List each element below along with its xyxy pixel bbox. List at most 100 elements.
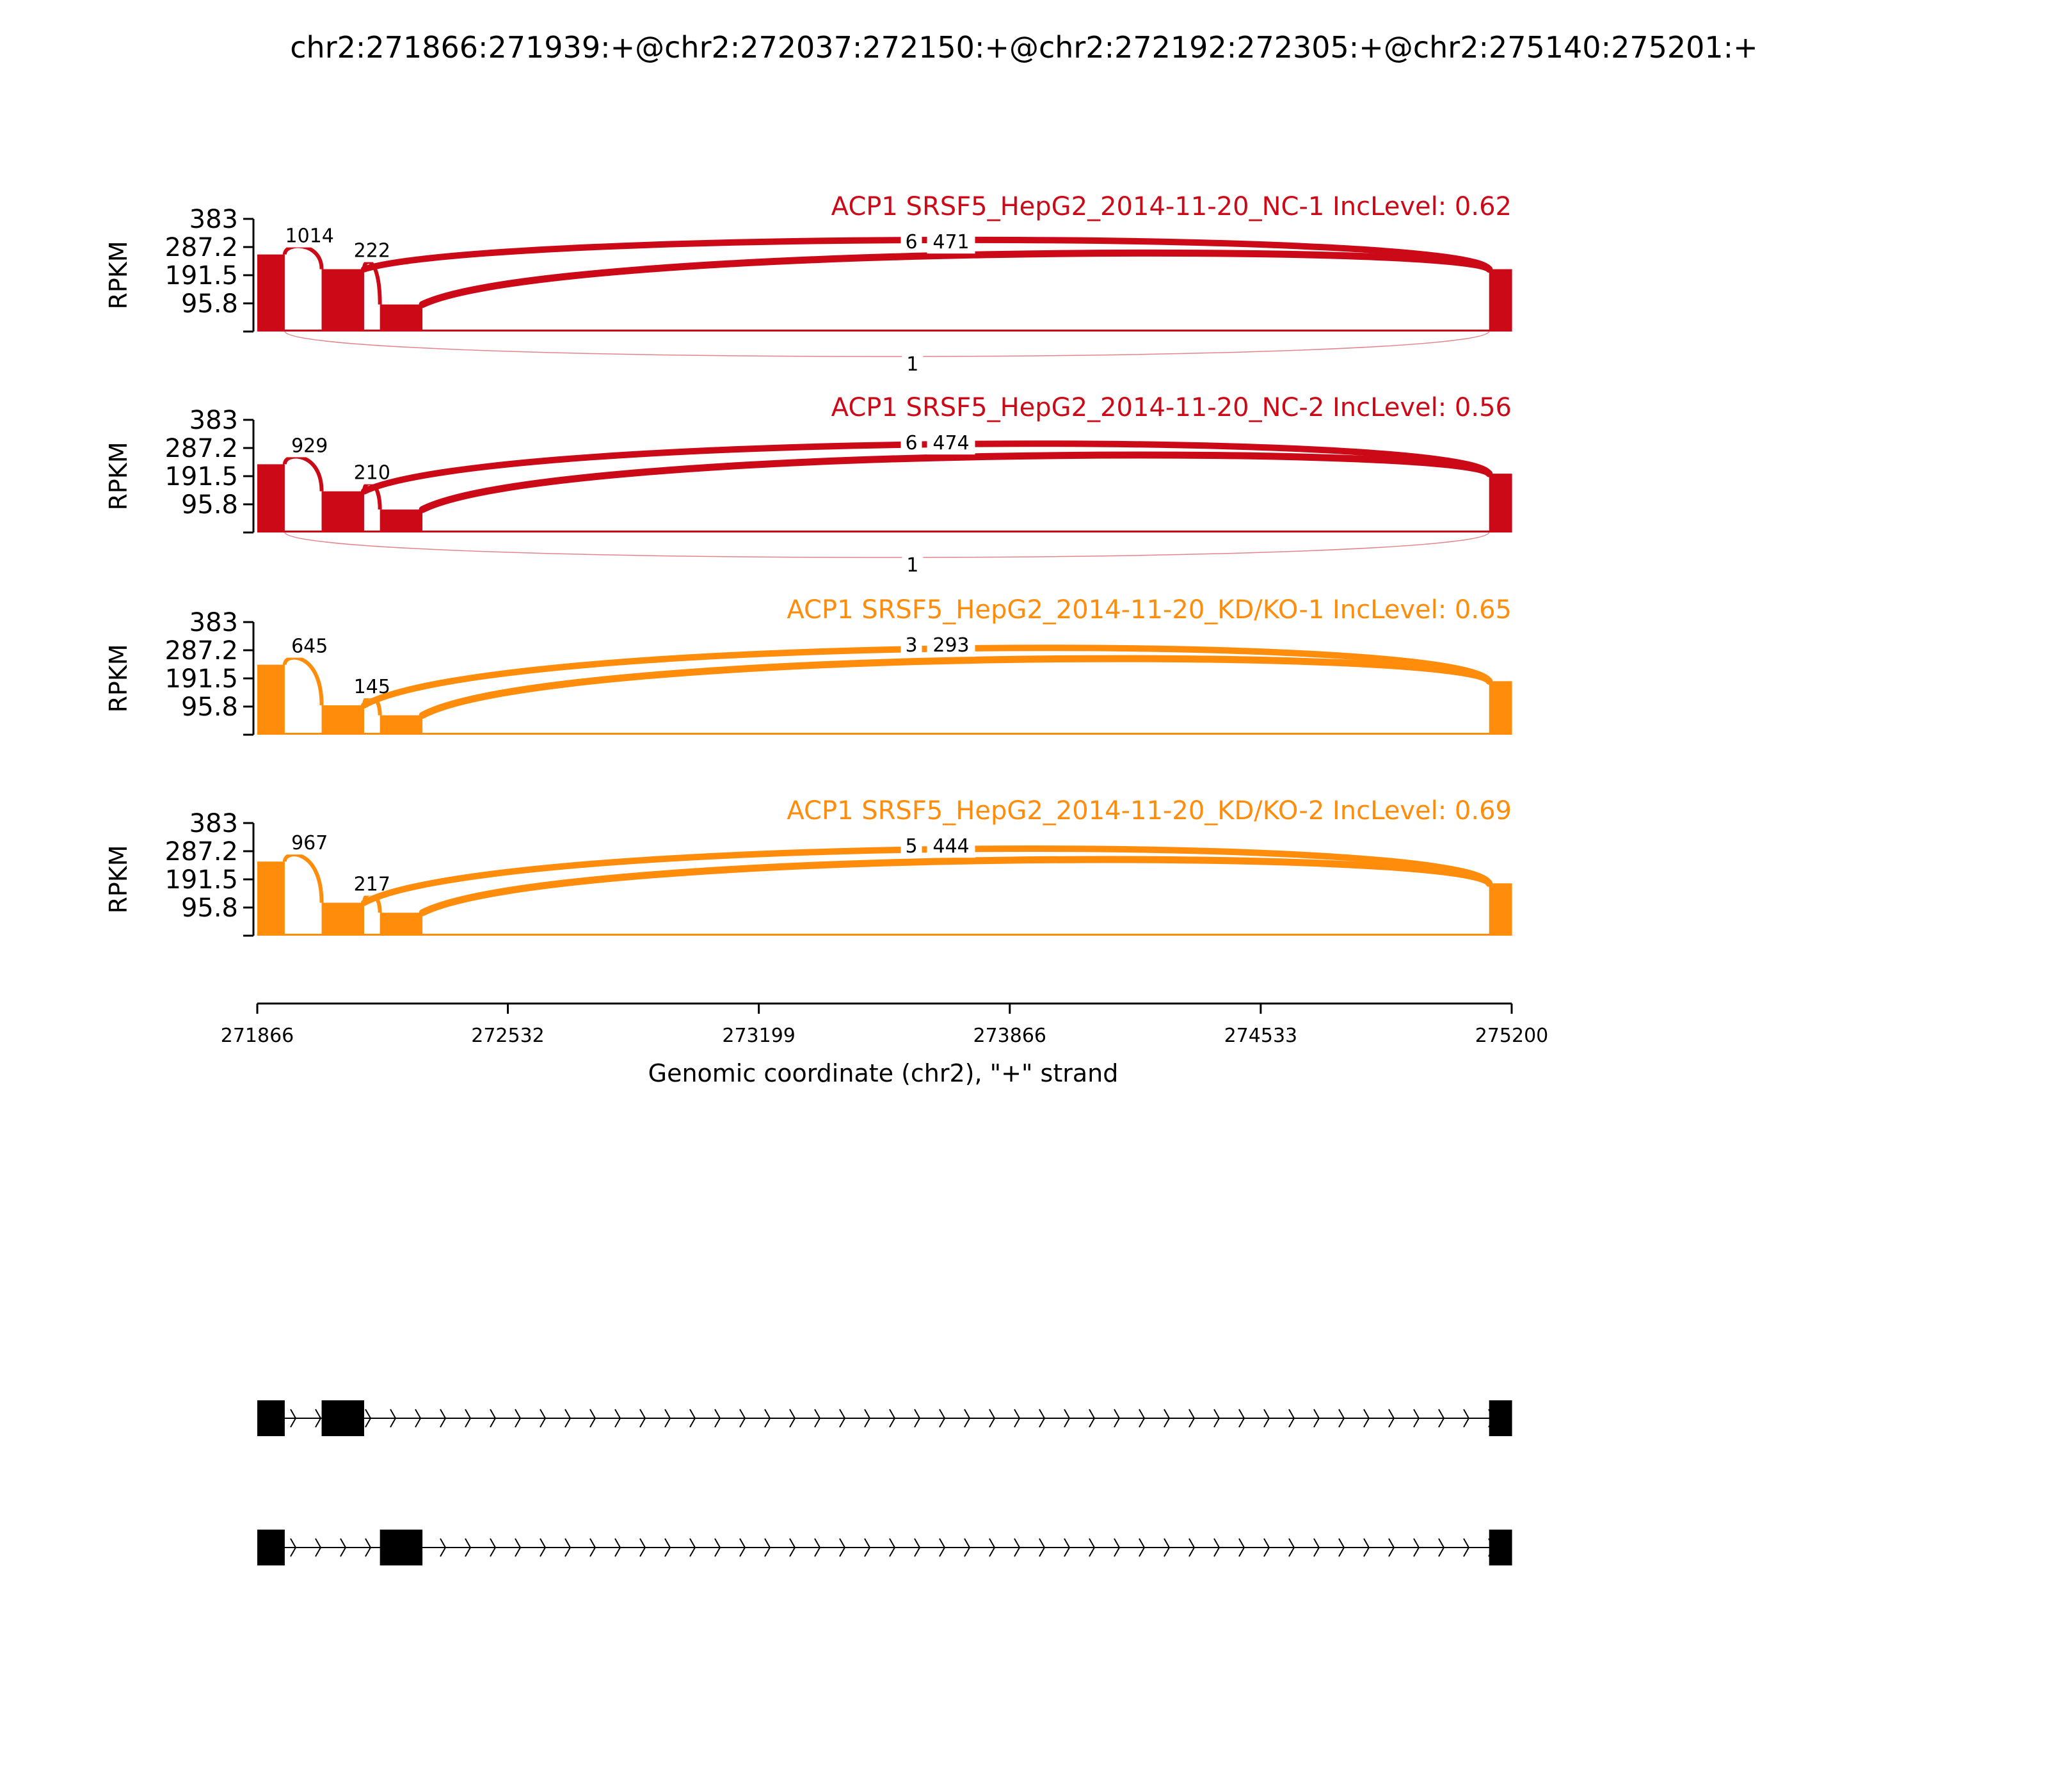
- strand-arrow: [864, 1409, 871, 1428]
- junction-label-bg: [927, 430, 975, 455]
- junction-label-bg: [285, 433, 334, 458]
- strand-arrow: [1413, 1409, 1420, 1428]
- strand-arrow: [689, 1538, 696, 1557]
- strand-arrow: [1089, 1538, 1096, 1557]
- junction-count-label: 967: [291, 832, 328, 854]
- junction-arc: [360, 644, 1492, 709]
- strand-arrow: [839, 1538, 846, 1557]
- junction-arc: [284, 331, 1490, 357]
- strand-arrow: [1463, 1409, 1470, 1428]
- strand-arrow: [789, 1538, 796, 1557]
- strand-arrow: [1164, 1538, 1171, 1557]
- strand-arrow: [365, 1538, 372, 1557]
- strand-arrow: [515, 1409, 522, 1428]
- y-tick-label: 287.2: [164, 434, 238, 463]
- strand-arrow: [739, 1538, 746, 1557]
- junction-count-label: 1: [906, 353, 918, 376]
- coverage-bar: [1489, 883, 1512, 936]
- strand-arrow: [889, 1538, 896, 1557]
- y-tick-label: 191.5: [164, 865, 238, 895]
- strand-arrow: [290, 1409, 297, 1428]
- strand-arrow: [614, 1409, 621, 1428]
- strand-arrow: [564, 1409, 572, 1428]
- junction-count-label: 1: [906, 554, 918, 577]
- strand-arrow: [315, 1409, 322, 1428]
- coverage-bar: [257, 861, 285, 936]
- y-tick-label: 191.5: [164, 664, 238, 694]
- strand-arrow: [515, 1538, 522, 1557]
- strand-arrow: [1288, 1538, 1295, 1557]
- strand-arrow: [1114, 1538, 1121, 1557]
- strand-arrow: [589, 1409, 596, 1428]
- strand-arrow: [365, 1409, 372, 1428]
- junction-label-bg: [927, 632, 975, 657]
- strand-arrow: [1213, 1409, 1220, 1428]
- coverage-bar: [321, 491, 364, 532]
- figure-title: chr2:271866:271939:+@chr2:272037:272150:…: [290, 30, 1757, 65]
- junction-arc: [282, 852, 324, 903]
- x-tick-label: 272532: [471, 1025, 545, 1047]
- isoform-2: [257, 1530, 1512, 1565]
- strand-arrow: [1188, 1409, 1196, 1428]
- strand-arrow: [1089, 1409, 1096, 1428]
- strand-arrow: [490, 1538, 497, 1557]
- strand-arrow: [939, 1409, 946, 1428]
- coverage-bar: [1489, 474, 1512, 532]
- strand-arrow: [1363, 1538, 1370, 1557]
- strand-arrow: [1114, 1409, 1121, 1428]
- strand-arrow: [1188, 1538, 1196, 1557]
- junction-count-label: 929: [291, 435, 328, 457]
- strand-arrow: [814, 1538, 821, 1557]
- strand-arrow: [1014, 1538, 1021, 1557]
- strand-arrow: [440, 1409, 447, 1428]
- strand-arrow: [1338, 1538, 1345, 1557]
- strand-arrow: [839, 1409, 846, 1428]
- junction-arc: [360, 845, 1492, 906]
- junction-count-label: 1014: [285, 225, 334, 248]
- strand-arrow: [664, 1409, 671, 1428]
- exon-block: [257, 1530, 285, 1565]
- coverage-bar: [380, 509, 423, 532]
- strand-arrow: [440, 1538, 447, 1557]
- y-tick-label: 287.2: [164, 636, 238, 666]
- strand-arrow: [864, 1538, 871, 1557]
- strand-arrow: [1213, 1538, 1220, 1557]
- coverage-bar: [380, 715, 423, 735]
- coverage-bar: [321, 902, 364, 936]
- track-label: ACP1 SRSF5_HepG2_2014-11-20_KD/KO-2 IncL…: [787, 796, 1512, 826]
- strand-arrow: [290, 1538, 297, 1557]
- strand-arrow: [465, 1409, 472, 1428]
- strand-arrow: [1438, 1538, 1445, 1557]
- junction-label-bg: [900, 632, 922, 657]
- y-axis-label: RPKM: [104, 241, 132, 309]
- coverage-bar: [257, 464, 285, 532]
- x-tick-label: 273866: [973, 1025, 1046, 1047]
- coverage-bar: [1489, 681, 1512, 735]
- x-tick-label: 274533: [1224, 1025, 1298, 1047]
- y-tick-label: 383: [189, 205, 238, 234]
- y-axis-label: RPKM: [104, 442, 132, 510]
- strand-arrow: [415, 1409, 422, 1428]
- strand-arrow: [315, 1538, 322, 1557]
- junction-count-label: 645: [291, 636, 328, 658]
- strand-arrow: [1164, 1409, 1171, 1428]
- strand-arrow: [1363, 1409, 1370, 1428]
- strand-arrow: [964, 1409, 971, 1428]
- y-axis-label: RPKM: [104, 845, 132, 913]
- strand-arrow: [1139, 1538, 1146, 1557]
- strand-arrow: [1238, 1538, 1245, 1557]
- track-label: ACP1 SRSF5_HepG2_2014-11-20_NC-1 IncLeve…: [831, 192, 1512, 221]
- junction-arc: [282, 244, 324, 269]
- exon-block: [321, 1400, 364, 1436]
- junction-arc: [419, 856, 1493, 916]
- y-tick-label: 95.8: [181, 893, 238, 923]
- strand-arrow: [564, 1538, 572, 1557]
- coverage-bar: [321, 269, 364, 332]
- y-tick-label: 191.5: [164, 261, 238, 291]
- strand-arrow: [540, 1409, 547, 1428]
- y-tick-label: 191.5: [164, 462, 238, 492]
- junction-count-label: 6: [905, 432, 917, 454]
